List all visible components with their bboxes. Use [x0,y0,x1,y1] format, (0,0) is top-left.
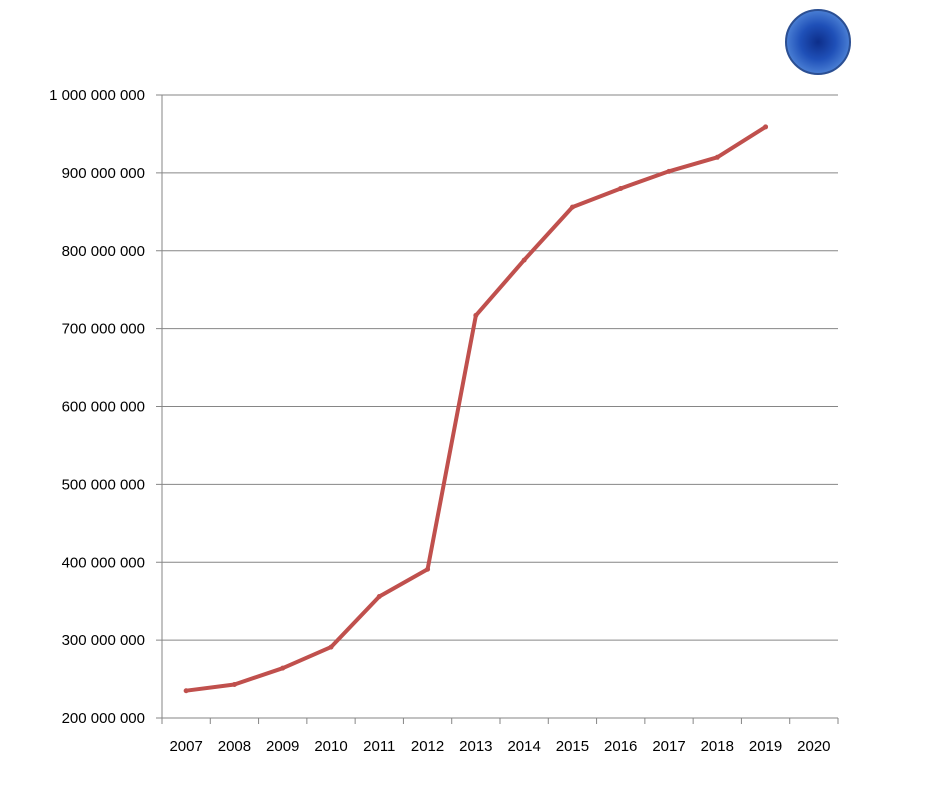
y-tick-label: 700 000 000 [62,321,145,338]
x-tick-label: 2010 [314,738,347,755]
data-point [618,185,624,191]
data-point [569,204,575,210]
x-tick-label: 2011 [363,738,395,755]
y-tick-label: 200 000 000 [62,710,145,727]
series-line [184,124,768,693]
x-tick-label: 2009 [266,738,299,755]
y-tick-label: 900 000 000 [62,165,145,182]
y-tick-label: 400 000 000 [62,554,145,571]
y-tick-label: 600 000 000 [62,399,145,416]
x-tick-label: 2020 [797,738,830,755]
data-point [376,594,382,600]
x-tick-label: 2014 [507,738,540,755]
x-tick-label: 2007 [169,738,202,755]
series-group [183,124,769,694]
x-tick-label: 2018 [701,738,734,755]
y-tick-label: 500 000 000 [62,476,145,493]
x-axis-tick-labels: 2007 2008 2009 2010 2011 2012 2013 2014 2015 2016… [169,738,830,755]
y-axis-tick-labels: 200 000 000 300 000 000 400 000 000 500 000… [49,87,145,727]
x-tick-label: 2015 [556,738,589,755]
data-point [280,665,286,671]
x-tick-label: 2008 [218,738,251,755]
badge-circle [785,9,851,75]
blue-circle-badge-icon [785,9,851,75]
y-tick-label: 1 000 000 000 [49,87,145,104]
y-tick-label: 300 000 000 [62,632,145,649]
x-tick-label: 2012 [411,738,444,755]
data-point [763,124,769,130]
data-point [473,312,479,318]
x-tick-label: 2016 [604,738,637,755]
x-tick-label: 2019 [749,738,782,755]
x-tick-label: 2013 [459,738,492,755]
x-tick-label: 2017 [652,738,685,755]
data-point [666,168,672,174]
gridlines [162,94,838,641]
y-tick-label: 800 000 000 [62,243,145,260]
data-point [521,257,527,263]
data-point [714,154,720,160]
data-point [425,566,431,572]
data-point [328,644,334,650]
data-point [183,688,189,694]
data-point [231,682,237,688]
axes [156,94,839,724]
